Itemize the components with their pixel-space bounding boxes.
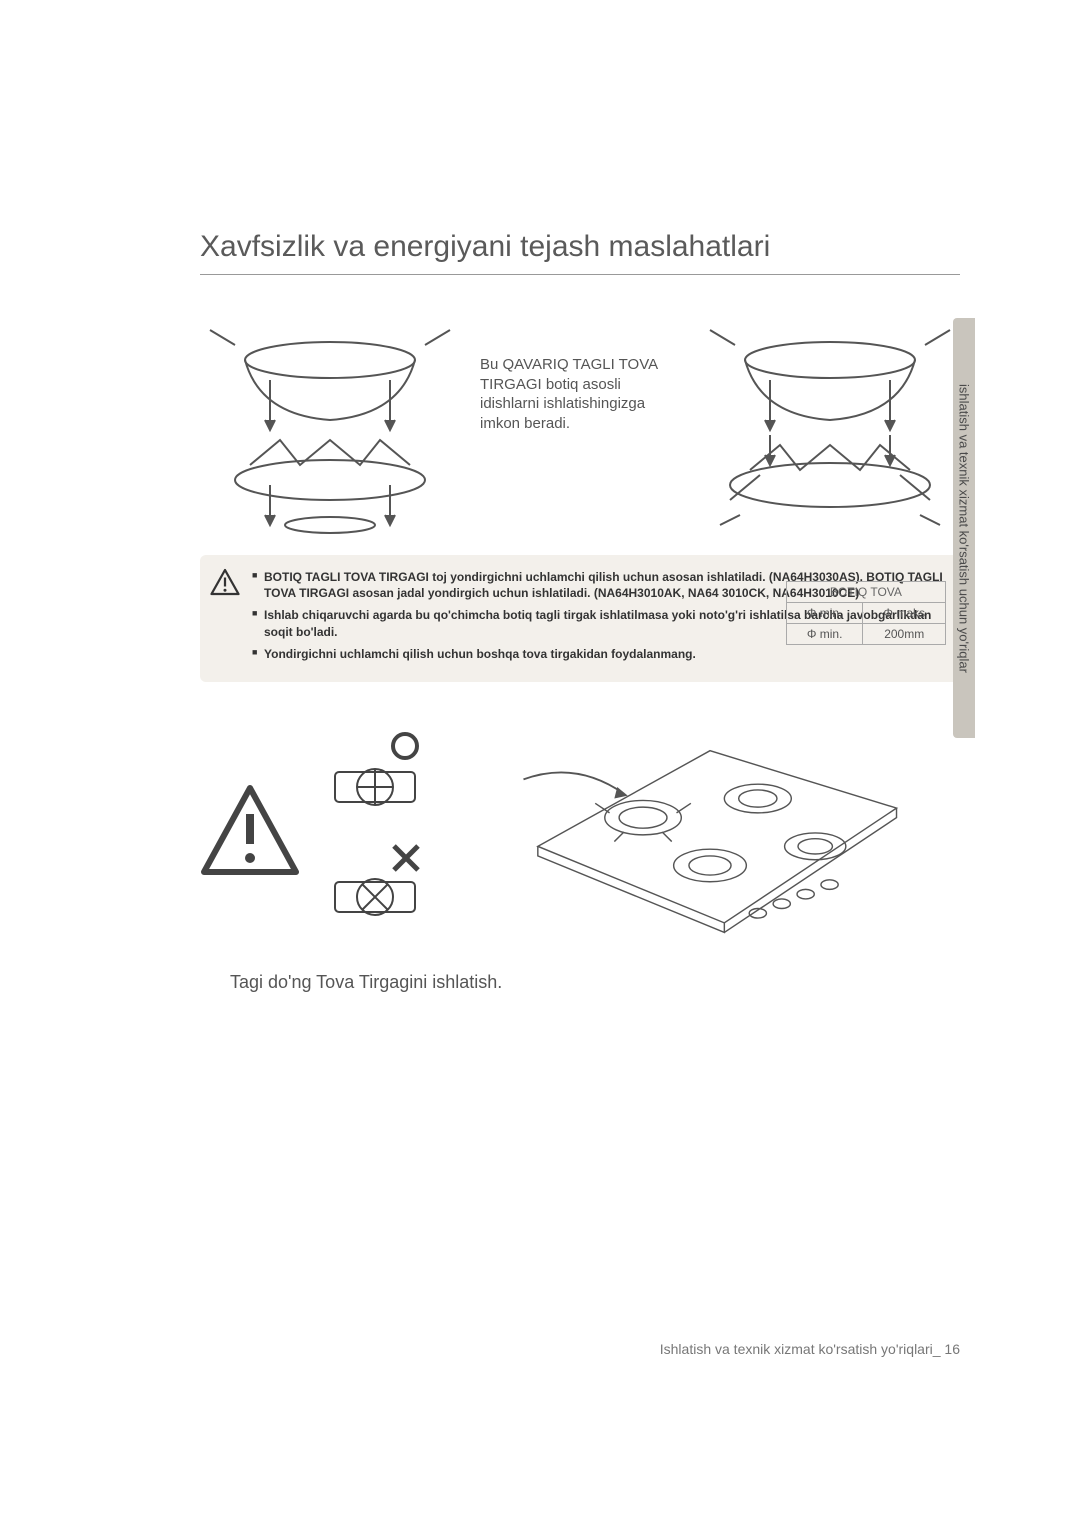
table-cell: Φ maks [863, 603, 946, 624]
correct-placement [320, 732, 440, 822]
cross-icon [394, 846, 418, 870]
illustration-left [200, 325, 460, 535]
table-cell: Φ min. [786, 624, 863, 645]
diagram-correct-incorrect [200, 722, 960, 942]
hob-illustration [460, 722, 960, 942]
table-cell: Φ min. [786, 603, 863, 624]
circle-icon [393, 734, 417, 758]
page-title: Xavfsizlik va energiyani tejash maslahat… [200, 230, 960, 275]
page-footer: Ishlatish va texnik xizmat ko'rsatish yo… [660, 1341, 960, 1357]
side-tab: ishlatish va texnik xizmat ko'rsatish uc… [953, 318, 975, 738]
warning-icon [210, 567, 240, 597]
illustration-row: Bu QAVARIQ TAGLI TOVA TIRGAGI botiq asos… [200, 325, 960, 535]
table-header: BOTIQ TOVA [786, 582, 945, 603]
warning-icon-large [200, 782, 300, 882]
incorrect-placement [320, 842, 440, 932]
warning-item: Yondirgichni uchlamchi qilish uchun bosh… [252, 646, 944, 662]
warning-item-text: Yondirgichni uchlamchi qilish uchun bosh… [264, 647, 696, 661]
caption: Tagi do'ng Tova Tirgagini ishlatish. [230, 972, 960, 993]
spec-table: BOTIQ TOVA Φ min. Φ maks Φ min. 200mm [786, 581, 946, 645]
intro-text: Bu QAVARIQ TAGLI TOVA TIRGAGI botiq asos… [480, 325, 680, 433]
illustration-right [700, 325, 960, 535]
warning-box: BOTIQ TAGLI TOVA TIRGAGI toj yondirgichn… [200, 555, 960, 682]
table-cell: 200mm [863, 624, 946, 645]
